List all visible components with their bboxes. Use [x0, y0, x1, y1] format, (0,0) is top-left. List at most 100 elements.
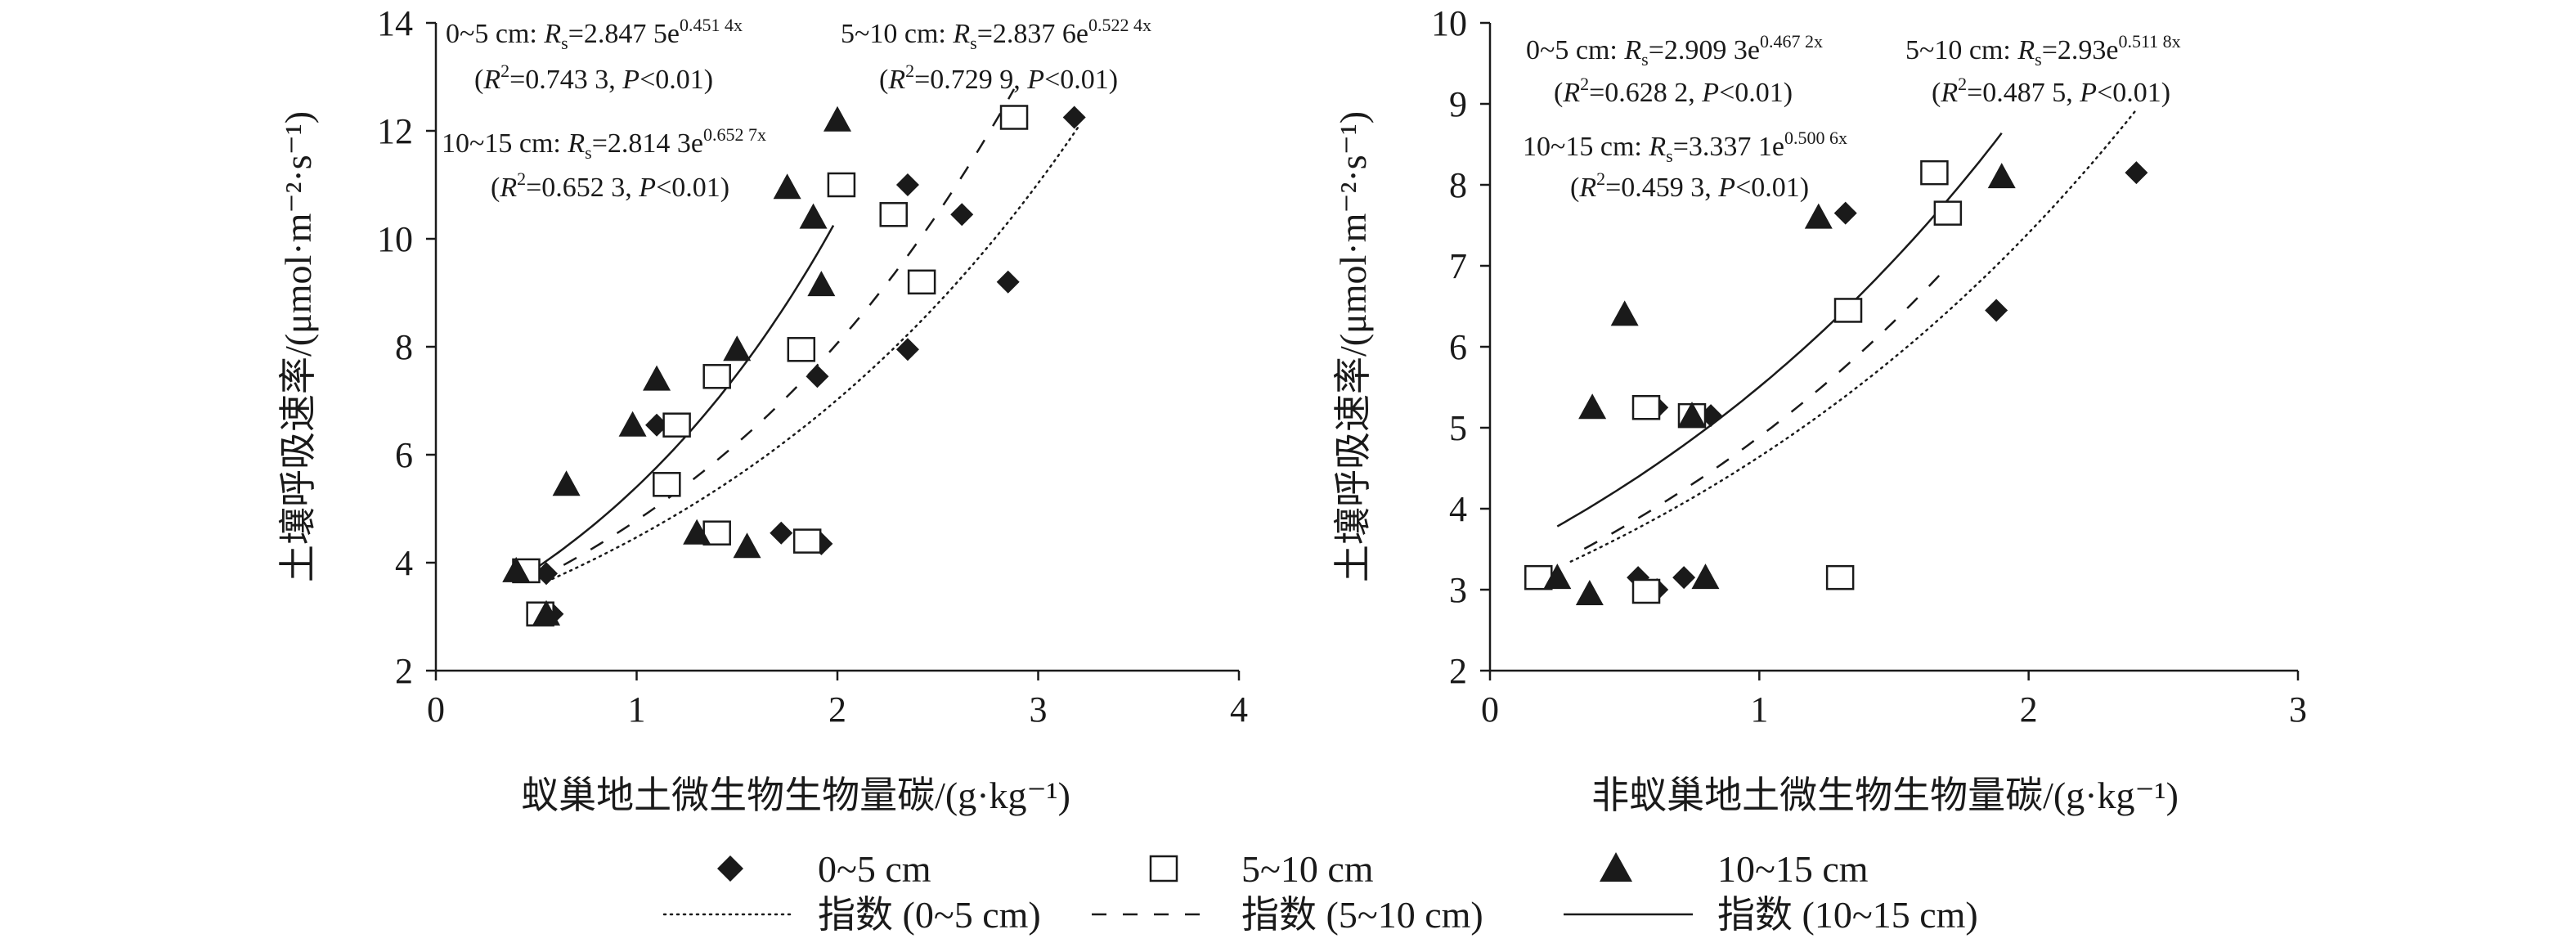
point-diamond	[2125, 161, 2148, 185]
left-annotation-10-15: 10~15 cm: Rs=2.814 3e0.652 7x	[442, 124, 766, 163]
point-triangle	[532, 599, 561, 626]
legend: 0~5 cm 5~10 cm 10~15 cm 指数 (0~5 cm) 指数 (…	[662, 848, 1978, 936]
y-tick-label: 2	[395, 651, 413, 691]
fit-curve-diamond	[1569, 108, 2138, 563]
y-tick-label: 7	[1449, 246, 1467, 286]
right-fit-curves	[1556, 108, 2138, 563]
point-triangle	[723, 335, 752, 361]
y-tick-label: 2	[1449, 651, 1467, 691]
point-triangle	[552, 470, 581, 496]
x-tick-label: 2	[828, 689, 846, 730]
point-triangle	[1987, 163, 2016, 189]
point-triangle	[1575, 579, 1604, 605]
point-triangle	[807, 271, 836, 297]
right-annotation-0-5-stats: (R2=0.628 2, P<0.01)	[1554, 74, 1793, 108]
point-diamond	[535, 562, 559, 586]
legend-item-0-5: 0~5 cm	[717, 848, 931, 890]
left-annotation-0-5: 0~5 cm: Rs=2.847 5e0.451 4x	[446, 15, 743, 53]
point-square	[653, 472, 681, 497]
point-triangle	[1804, 203, 1833, 229]
left-x-axis-title: 蚁巢地土微生物生物量碳/(g·kg⁻¹)	[521, 775, 1070, 816]
point-diamond	[1062, 106, 1086, 129]
right-y-axis-title: 土壤呼吸速率/(μmol·m⁻²·s⁻¹)	[1332, 111, 1374, 582]
legend-item-exp-10-15: 指数 (10~15 cm)	[1564, 894, 1978, 936]
point-triangle	[683, 519, 711, 545]
point-triangle	[733, 532, 761, 559]
x-tick-label: 4	[1230, 689, 1248, 730]
right-annotation-0-5: 0~5 cm: Rs=2.909 3e0.467 2x	[1526, 31, 1823, 70]
point-triangle	[618, 411, 647, 437]
right-x-axis-title: 非蚁巢地土微生物生物量碳/(g·kg⁻¹)	[1591, 775, 2179, 816]
point-square	[1631, 395, 1661, 420]
x-tick-label: 3	[2289, 689, 2307, 730]
point-diamond	[895, 338, 919, 361]
point-diamond	[1833, 201, 1857, 225]
point-diamond	[645, 413, 669, 437]
left-annotation-0-5-stats: (R2=0.743 3, P<0.01)	[474, 61, 713, 95]
point-square	[702, 364, 731, 389]
left-annotation-5-10: 5~10 cm: Rs=2.837 6e0.522 4x	[841, 15, 1151, 53]
legend-label-0-5: 0~5 cm	[818, 848, 931, 890]
point-triangle	[643, 365, 671, 391]
fit-curve-square	[1583, 265, 1949, 550]
legend-item-exp-5-10: 指数 (5~10 cm)	[1092, 894, 1483, 936]
right-annotation-10-15: 10~15 cm: Rs=3.337 1e0.500 6x	[1523, 128, 1847, 166]
point-diamond	[950, 203, 974, 227]
y-tick-label: 6	[1449, 327, 1467, 367]
point-triangle	[1678, 402, 1706, 428]
y-tick-label: 9	[1449, 84, 1467, 124]
legend-diamond-marker	[717, 855, 743, 882]
right-annotation-5-10: 5~10 cm: Rs=2.93e0.511 8x	[1905, 31, 2181, 70]
point-triangle	[1543, 564, 1572, 590]
right-annotation-10-15-stats: (R2=0.459 3, P<0.01)	[1570, 168, 1809, 203]
point-diamond	[770, 521, 793, 545]
fit-curve-triangle	[1556, 132, 2003, 528]
legend-label-10-15: 10~15 cm	[1717, 848, 1869, 890]
point-square	[787, 337, 816, 362]
y-tick-label: 14	[377, 3, 413, 43]
left-fit-curves	[521, 88, 1079, 583]
y-tick-label: 8	[1449, 165, 1467, 205]
left-y-axis-title: 土壤呼吸速率/(μmol·m⁻²·s⁻¹)	[277, 111, 319, 582]
legend-label-exp-0-5: 指数 (0~5 cm)	[818, 894, 1041, 936]
left-annotation-10-15-stats: (R2=0.652 3, P<0.01)	[491, 168, 729, 203]
x-tick-label: 1	[628, 689, 646, 730]
legend-label-exp-10-15: 指数 (10~15 cm)	[1717, 894, 1978, 936]
y-tick-label: 10	[377, 219, 413, 259]
x-tick-label: 2	[2020, 689, 2038, 730]
point-square	[662, 412, 691, 438]
y-tick-label: 3	[1449, 570, 1467, 610]
legend-triangle-marker	[1600, 852, 1632, 882]
point-triangle	[1691, 564, 1720, 590]
point-square	[1933, 200, 1963, 226]
point-triangle	[502, 556, 531, 582]
point-diamond	[1672, 566, 1696, 590]
right-annotation-5-10-stats: (R2=0.487 5, P<0.01)	[1932, 74, 2170, 108]
x-tick-label: 0	[1481, 689, 1499, 730]
point-square	[999, 105, 1029, 130]
legend-label-exp-5-10: 指数 (5~10 cm)	[1241, 894, 1483, 936]
point-diamond	[1985, 299, 2008, 322]
legend-item-exp-0-5: 指数 (0~5 cm)	[662, 894, 1041, 936]
point-square	[879, 202, 908, 227]
point-square	[1631, 578, 1661, 604]
x-tick-label: 0	[427, 689, 445, 730]
point-square	[702, 520, 731, 546]
right-data-points	[1524, 159, 2148, 605]
point-square	[827, 172, 856, 198]
point-square	[1825, 564, 1855, 590]
y-tick-label: 10	[1431, 3, 1467, 43]
x-tick-label: 3	[1030, 689, 1048, 730]
point-square	[1833, 298, 1863, 323]
legend-square-marker	[1149, 855, 1178, 882]
point-diamond	[806, 365, 829, 388]
legend-item-10-15: 10~15 cm	[1600, 848, 1869, 890]
y-tick-label: 6	[395, 435, 413, 475]
point-diamond	[895, 173, 919, 196]
fit-curve-diamond	[545, 125, 1079, 583]
point-square	[792, 528, 822, 554]
legend-item-5-10: 5~10 cm	[1149, 848, 1374, 890]
legend-label-5-10: 5~10 cm	[1241, 848, 1374, 890]
